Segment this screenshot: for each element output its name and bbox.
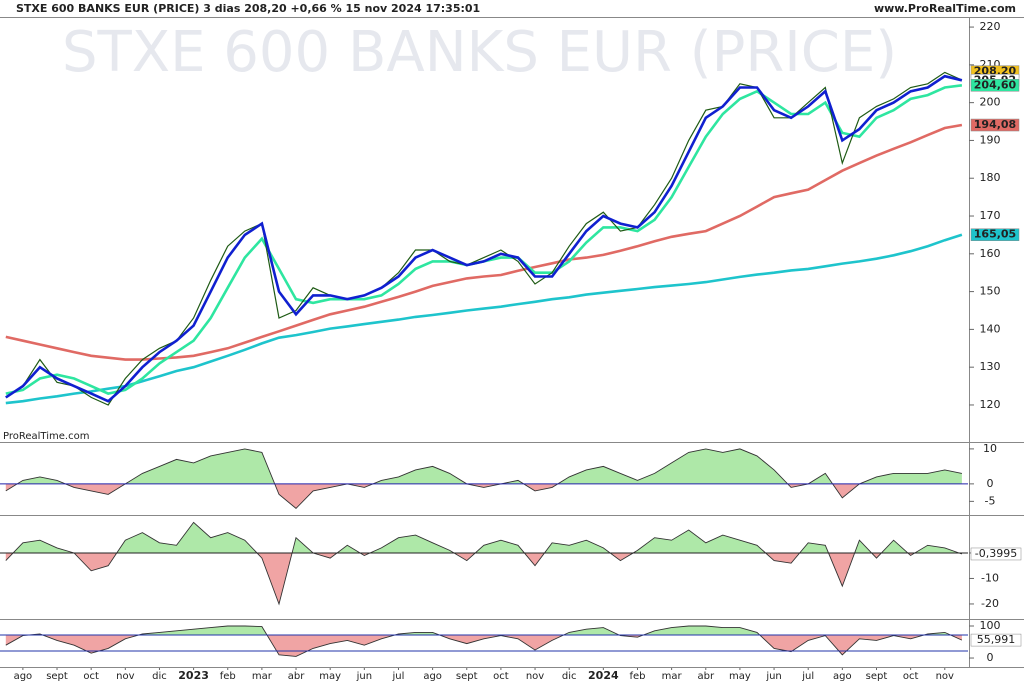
price-badge-label: 204,60: [974, 78, 1017, 91]
x-tick-label: abr: [697, 671, 714, 682]
y-tick-label: 190: [980, 133, 1001, 146]
price-badge: [970, 79, 1020, 92]
y-tick-label: 0: [987, 651, 994, 664]
x-tick-label: may: [319, 671, 341, 682]
y-tick-label: 150: [980, 285, 1001, 298]
instrument-title: STXE 600 BANKS EUR (PRICE) 3 dias 208,20…: [16, 2, 480, 15]
x-tick-label: feb: [629, 671, 645, 682]
x-tick-label: abr: [288, 671, 305, 682]
x-tick-label: nov: [936, 671, 954, 682]
series-line: [5, 74, 963, 403]
x-tick-label: ago: [14, 671, 33, 682]
oscillator-line: [5, 448, 962, 510]
y-tick-label: 120: [980, 398, 1001, 411]
positive-area: [17, 448, 962, 484]
x-tick-label: mar: [252, 671, 273, 682]
positive-area: [29, 626, 951, 635]
negative-area: [5, 483, 962, 509]
positive-area: [5, 522, 962, 553]
x-tick-label: nov: [526, 671, 544, 682]
y-tick-label: -20: [981, 597, 999, 610]
price-badge: [970, 118, 1020, 132]
series-line: [5, 233, 963, 405]
credit: ProRealTime.com: [3, 431, 89, 442]
negative-area: [5, 634, 962, 657]
site-link[interactable]: www.ProRealTime.com: [874, 2, 1016, 15]
x-tick-label: sept: [46, 671, 68, 682]
x-tick-label: nov: [116, 671, 134, 682]
y-tick-label: 160: [980, 247, 1001, 260]
x-tick-label: dic: [152, 671, 167, 682]
x-tick-label: mar: [662, 671, 683, 682]
x-tick-label: jun: [356, 671, 372, 682]
y-tick-label: 220: [980, 20, 1001, 33]
x-tick-label: jun: [765, 671, 781, 682]
watermark: STXE 600 BANKS EUR (PRICE): [62, 20, 897, 85]
oscillator-line: [5, 521, 963, 606]
x-tick-label: ago: [833, 671, 852, 682]
x-tick-label: oct: [493, 671, 509, 682]
y-tick-label: 100: [980, 619, 1001, 632]
negative-area: [5, 552, 962, 604]
last-value-label: -0,3995: [975, 547, 1017, 560]
price-badge-label: 165,05: [974, 228, 1016, 241]
price-badge: [970, 228, 1020, 241]
x-tick-label: ago: [423, 671, 442, 682]
y-tick-label: -5: [985, 494, 996, 507]
x-tick-label: feb: [220, 671, 236, 682]
last-value-badge: [970, 547, 1022, 561]
y-tick-label: 170: [980, 209, 1001, 222]
x-tick-label: oct: [903, 671, 919, 682]
x-tick-label: sept: [456, 671, 478, 682]
last-value-badge: [970, 633, 1022, 647]
series-line: [5, 71, 963, 406]
y-tick-label: 130: [980, 360, 1001, 373]
x-tick-label: oct: [83, 671, 99, 682]
x-tick-label: 2024: [588, 669, 619, 682]
x-tick-label: 2023: [178, 669, 209, 682]
y-tick-label: 180: [980, 171, 1001, 184]
x-tick-label: may: [729, 671, 751, 682]
y-tick-label: 10: [983, 442, 997, 455]
price-badge-label: 194,08: [974, 118, 1016, 131]
y-tick-label: 0: [987, 477, 994, 490]
y-tick-label: 200: [980, 96, 1001, 109]
oscillator-line: [5, 625, 963, 657]
y-tick-label: -10: [981, 571, 999, 584]
x-tick-label: jul: [801, 671, 814, 682]
y-tick-label: 140: [980, 322, 1001, 335]
x-tick-label: jul: [392, 671, 405, 682]
x-tick-label: dic: [562, 671, 577, 682]
x-tick-label: sept: [866, 671, 888, 682]
last-value-label: 55,991: [977, 633, 1016, 646]
